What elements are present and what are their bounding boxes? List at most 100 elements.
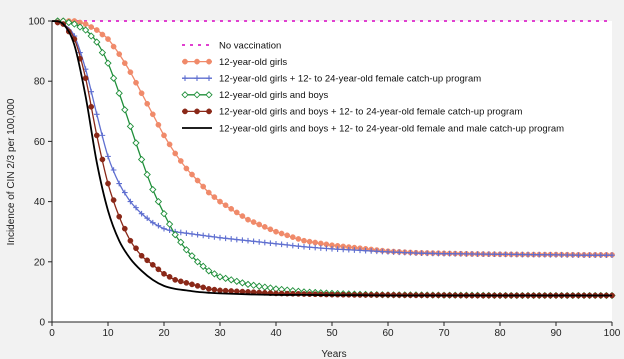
data-point (104, 59, 112, 67)
data-point (502, 251, 509, 258)
data-point (81, 26, 90, 34)
data-point (182, 58, 188, 65)
legend-item: 12-year-old girls + 12- to 24-year-old f… (182, 74, 481, 85)
x-tick-label: 70 (438, 328, 450, 339)
data-point (178, 229, 184, 236)
data-point (368, 248, 374, 254)
data-point (295, 236, 302, 242)
x-tick-label: 80 (494, 328, 506, 339)
data-point (255, 282, 263, 290)
data-point (155, 222, 162, 229)
data-point (133, 245, 139, 252)
data-point (99, 132, 106, 139)
data-point (603, 252, 610, 258)
x-tick-label: 90 (550, 328, 562, 339)
data-point (586, 252, 593, 258)
data-point (116, 213, 123, 220)
legend-item: 12-year-old girls (182, 57, 287, 68)
data-point (312, 244, 318, 251)
data-point (87, 32, 95, 40)
data-point (228, 236, 234, 242)
data-point (161, 225, 167, 232)
data-point (161, 270, 167, 277)
data-point (284, 242, 290, 248)
x-axis-title: Years (321, 349, 346, 359)
data-point (238, 279, 247, 287)
data-point (132, 139, 140, 147)
data-point (189, 281, 195, 288)
data-point (138, 90, 145, 97)
y-tick-label: 40 (34, 197, 46, 208)
data-point (217, 234, 223, 241)
x-tick-label: 30 (214, 328, 226, 339)
y-tick-label: 0 (39, 318, 45, 329)
data-point (424, 250, 430, 257)
x-tick-label: 40 (270, 328, 282, 339)
x-tick-label: 100 (604, 328, 621, 339)
data-point (143, 170, 151, 179)
data-point (206, 75, 212, 81)
plot-background (52, 21, 612, 322)
data-point (519, 251, 526, 258)
data-point (155, 266, 162, 273)
data-point (149, 111, 156, 118)
data-point (312, 239, 319, 246)
data-point (211, 234, 218, 240)
data-point (189, 171, 195, 178)
data-point (227, 276, 235, 284)
data-point (250, 219, 257, 225)
data-point (94, 111, 100, 118)
data-point (598, 252, 604, 258)
data-point (267, 226, 274, 233)
data-point (160, 210, 168, 218)
data-point (234, 236, 240, 243)
data-point (486, 251, 492, 257)
data-point (239, 213, 246, 219)
data-point (200, 284, 207, 291)
legend-item: No vaccination (182, 40, 281, 51)
data-point (256, 221, 263, 228)
data-point (446, 250, 453, 257)
data-point (138, 210, 145, 217)
data-point (385, 249, 391, 255)
data-point (346, 246, 352, 253)
data-point (581, 252, 587, 258)
data-point (239, 237, 246, 243)
data-point (497, 251, 503, 258)
data-point (183, 230, 190, 237)
data-point (193, 258, 202, 266)
data-point (222, 202, 229, 209)
data-point (301, 237, 307, 244)
data-point (542, 251, 548, 258)
data-point (374, 248, 380, 255)
x-tick-label: 20 (158, 328, 170, 339)
data-point (121, 106, 129, 114)
data-point (441, 250, 447, 257)
data-point (340, 246, 346, 253)
data-point (407, 250, 414, 256)
data-point (256, 239, 262, 245)
legend-label: No vaccination (219, 40, 281, 51)
data-point (138, 252, 145, 259)
data-point (188, 252, 196, 260)
y-tick-label: 100 (28, 17, 45, 28)
y-axis-title: Incidence of CIN 2/3 per 100,000 (6, 98, 17, 245)
data-point (105, 180, 111, 187)
data-point (228, 288, 235, 294)
data-point (508, 251, 514, 258)
series-5 (51, 20, 612, 297)
data-point (318, 245, 324, 251)
data-point (116, 51, 123, 57)
data-point (222, 287, 229, 294)
data-point (267, 240, 274, 246)
legend-item: 12-year-old girls and boys + 12- to 24-y… (182, 107, 522, 118)
data-point (530, 251, 537, 258)
plot-area (52, 21, 612, 322)
series-2 (51, 19, 615, 258)
data-point (88, 103, 95, 110)
data-point (193, 91, 201, 99)
data-point (211, 194, 218, 200)
data-point (115, 89, 123, 97)
series-layer (51, 17, 616, 300)
